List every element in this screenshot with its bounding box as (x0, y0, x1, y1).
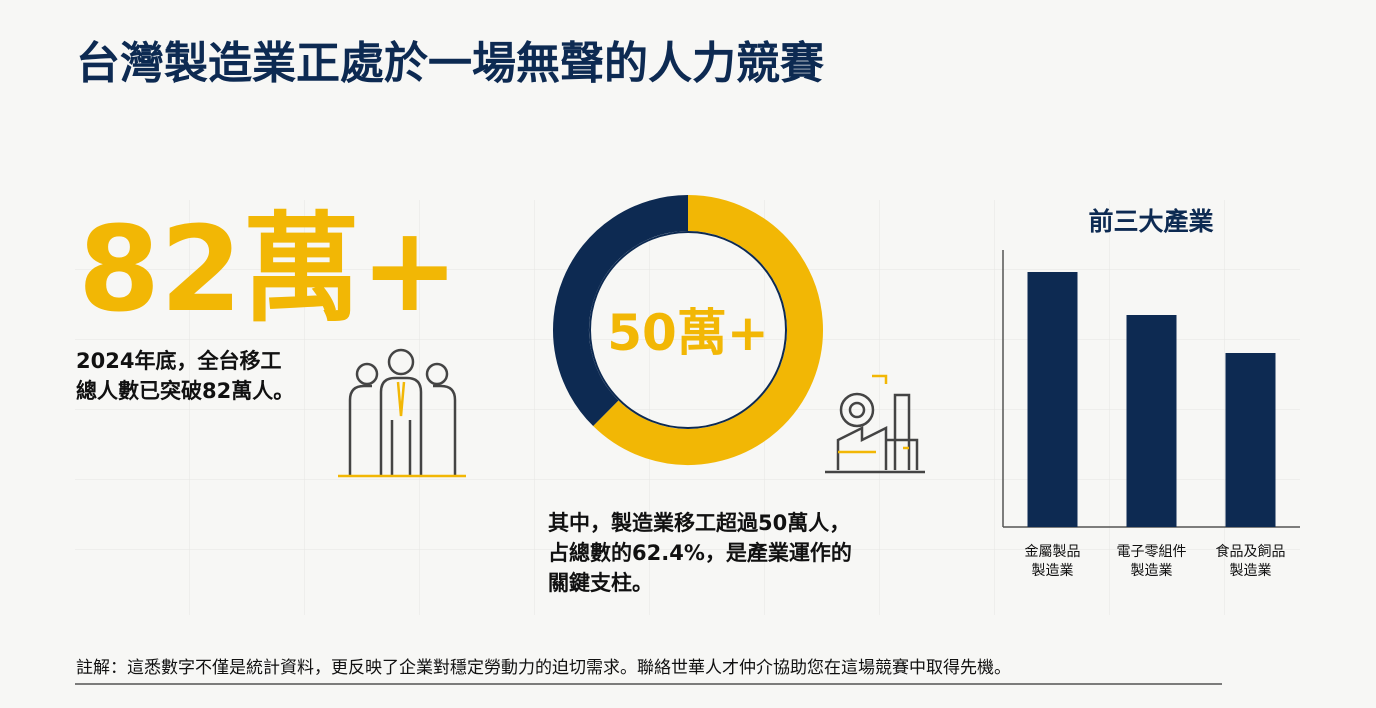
footnote: 註解：這悉數字不僅是統計資料，更反映了企業對穩定勞動力的迫切需求。聯絡世華人才仲… (76, 657, 1011, 678)
x-tick-label: 金屬製品 (1025, 544, 1081, 560)
page-title: 台灣製造業正處於一場無聲的人力競賽 (76, 38, 824, 89)
stat-text: 總人數已突破82萬人。 (76, 379, 294, 403)
caption: 其中，製造業移工超過50萬人， (548, 511, 850, 535)
people-icon (338, 348, 466, 478)
donut-segment (553, 195, 689, 427)
donut-inner-ring (589, 231, 787, 429)
x-tick-label: 電子零組件 (1117, 544, 1187, 560)
headline-stat: 82萬+ (78, 200, 459, 338)
bar (1126, 315, 1177, 527)
bar (1225, 353, 1276, 527)
bar (1027, 272, 1078, 527)
donut-center-label: 50萬+ (607, 304, 768, 362)
x-tick-label: 食品及飼品 (1216, 543, 1286, 560)
factory-icon (825, 374, 925, 474)
bar-chart-title: 前三大產業 (1088, 207, 1213, 236)
stat-text: 2024年底，全台移工 (76, 349, 281, 373)
x-tick-label: 製造業 (1032, 563, 1074, 579)
caption: 關鍵支柱。 (548, 571, 653, 595)
donut-segment (593, 195, 823, 465)
caption: 占總數的62.4%，是產業運作的 (548, 541, 852, 565)
background-grid (75, 200, 1300, 615)
x-tick-label: 製造業 (1230, 563, 1272, 579)
x-tick-label: 製造業 (1131, 563, 1173, 579)
